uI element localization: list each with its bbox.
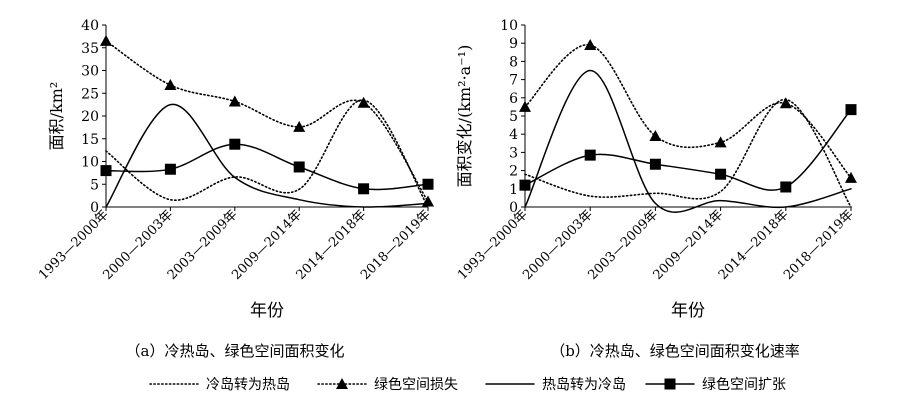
data-point: [293, 120, 306, 132]
y-tick-label: 8: [509, 54, 518, 70]
y-tick-label: 10: [500, 18, 518, 34]
y-tick-label: 0: [509, 200, 518, 216]
data-point: [715, 168, 727, 180]
y-tick-label: 4: [509, 127, 518, 143]
data-point: [100, 34, 112, 46]
y-tick-label: 9: [509, 36, 518, 52]
legend-label: 热岛转为冷岛: [542, 377, 626, 393]
data-point: [164, 79, 177, 91]
data-point: [779, 97, 792, 109]
y-tick-label: 15: [81, 132, 99, 148]
data-point: [845, 171, 857, 183]
chart-a-caption: （a）冷热岛、绿色空间面积变化: [126, 342, 345, 360]
data-point: [780, 181, 792, 193]
series-line: [105, 103, 429, 208]
data-point: [357, 96, 370, 108]
y-tick-label: 2: [509, 164, 518, 180]
legend-label: 绿色空间扩张: [702, 376, 786, 393]
series-line: [105, 143, 429, 191]
x-tick-label: 1993—2000年: [455, 207, 531, 283]
data-point: [358, 183, 370, 195]
y-tick-label: 25: [81, 86, 99, 102]
data-point: [519, 100, 531, 112]
chart-a-area-change: 05101520253035401993—2000年2000—2003年2003…: [36, 18, 434, 321]
legend-marker: [664, 378, 676, 390]
series-line: [105, 40, 429, 203]
y-tick-label: 5: [509, 109, 518, 125]
y-tick-label: 6: [509, 91, 518, 107]
x-tick-label: 2009—2014年: [651, 207, 727, 283]
legend: 冷岛转为热岛 绿色空间损失 热岛转为冷岛 绿色空间扩张: [149, 376, 786, 393]
y-tick-label: 30: [81, 64, 99, 80]
data-point: [649, 158, 661, 170]
x-tick-label: 2000—2003年: [520, 207, 596, 283]
x-axis-title: 年份: [671, 301, 705, 321]
legend-marker: [336, 378, 348, 389]
y-tick-label: 3: [509, 145, 518, 161]
data-point: [649, 130, 662, 142]
series-line: [524, 44, 852, 179]
data-point: [100, 165, 112, 177]
data-point: [519, 179, 531, 191]
y-tick-label: 7: [509, 73, 518, 89]
data-point: [422, 178, 434, 190]
data-point: [422, 195, 434, 207]
series-line: [524, 69, 852, 213]
x-tick-label: 2018—2019年: [781, 207, 857, 283]
y-tick-label: 40: [81, 18, 99, 34]
y-axis-title: 面积/km²: [47, 82, 66, 151]
y-tick-label: 20: [81, 109, 99, 125]
y-tick-label: 5: [90, 177, 99, 193]
data-point: [164, 163, 176, 175]
y-tick-label: 0: [90, 200, 99, 216]
series-line: [524, 98, 852, 208]
data-point: [293, 161, 305, 173]
x-tick-label: 2014—2018年: [716, 207, 792, 283]
data-point: [714, 136, 727, 148]
y-tick-label: 10: [81, 155, 99, 171]
x-tick-label: 2018—2019年: [358, 207, 434, 283]
data-point: [584, 149, 596, 161]
x-axis-title: 年份: [250, 301, 284, 321]
series-line: [524, 108, 852, 191]
data-point: [845, 104, 857, 116]
y-axis-title: 面积变化/(km²·a⁻¹): [455, 45, 474, 188]
y-tick-label: 35: [81, 41, 99, 57]
series-line: [105, 99, 429, 208]
data-point: [228, 95, 241, 107]
x-tick-label: 2003—2009年: [585, 207, 661, 283]
chart-b-caption: （b）冷热岛、绿色空间面积变化速率: [550, 342, 800, 360]
chart-b-area-change-rate: 0 1 2 3 4 5 6 7 8 9 10 1993—2000年2000—2003年2003—200…: [455, 18, 857, 321]
y-tick-label: 1: [509, 182, 518, 198]
legend-label: 冷岛转为热岛: [206, 377, 290, 393]
legend-label: 绿色空间损失: [374, 376, 458, 393]
data-point: [584, 39, 597, 51]
data-point: [229, 138, 241, 150]
